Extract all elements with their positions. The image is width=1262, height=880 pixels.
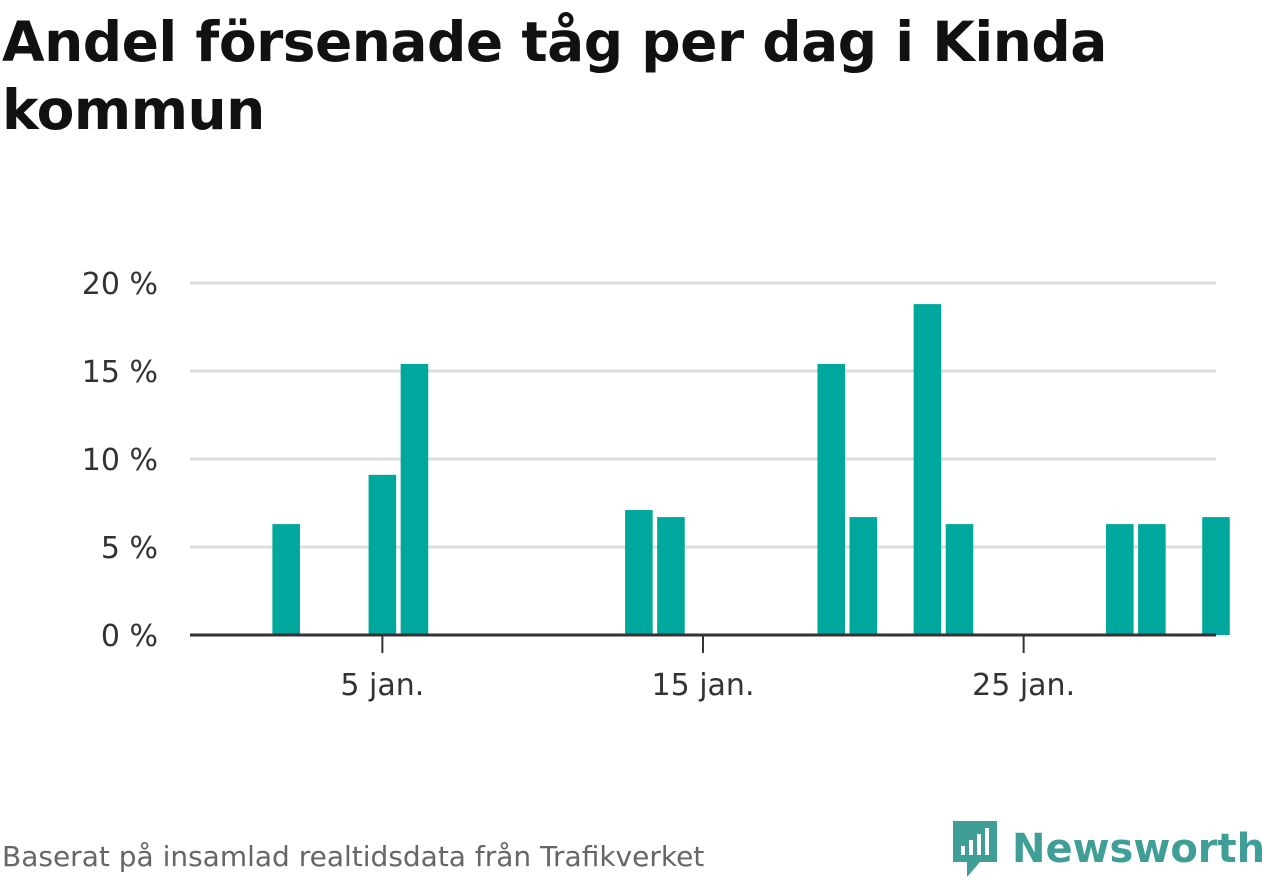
bar (657, 517, 685, 635)
y-tick-label: 10 % (82, 443, 158, 478)
x-tick-label: 25 jan. (972, 668, 1075, 703)
chart-title: Andel försenade tåg per dag i Kinda komm… (2, 10, 1107, 142)
x-tick-label: 5 jan. (340, 668, 424, 703)
y-tick-label: 15 % (82, 355, 158, 390)
y-axis: 0 % 5 % 10 % 15 % 20 % (82, 267, 158, 654)
bar (1138, 524, 1166, 635)
y-tick-label: 20 % (82, 267, 158, 302)
bar (400, 363, 429, 635)
bar (945, 524, 974, 635)
bar-chart: 0 % 5 % 10 % 15 % 20 % 5 jan. 15 jan. 25 jan. (82, 267, 1230, 703)
bar (272, 524, 300, 635)
y-tick-label: 0 % (101, 619, 158, 654)
newsworthy-logo: Newsworthy (950, 818, 1262, 880)
x-axis: 5 jan. 15 jan. 25 jan. (190, 633, 1216, 703)
gridlines (190, 281, 1216, 549)
bar (849, 517, 878, 635)
bar (817, 363, 846, 635)
bar (1202, 517, 1230, 635)
bar (625, 510, 653, 635)
brand-name: Newsworthy (1012, 826, 1262, 872)
bar (913, 304, 942, 635)
x-tick-label: 15 jan. (652, 668, 755, 703)
bar (1106, 524, 1134, 635)
bar (368, 474, 397, 635)
source-note: Baserat på insamlad realtidsdata från Tr… (2, 840, 705, 873)
bars (272, 304, 1230, 635)
y-tick-label: 5 % (101, 531, 158, 566)
newsworthy-logo-icon (953, 821, 997, 877)
